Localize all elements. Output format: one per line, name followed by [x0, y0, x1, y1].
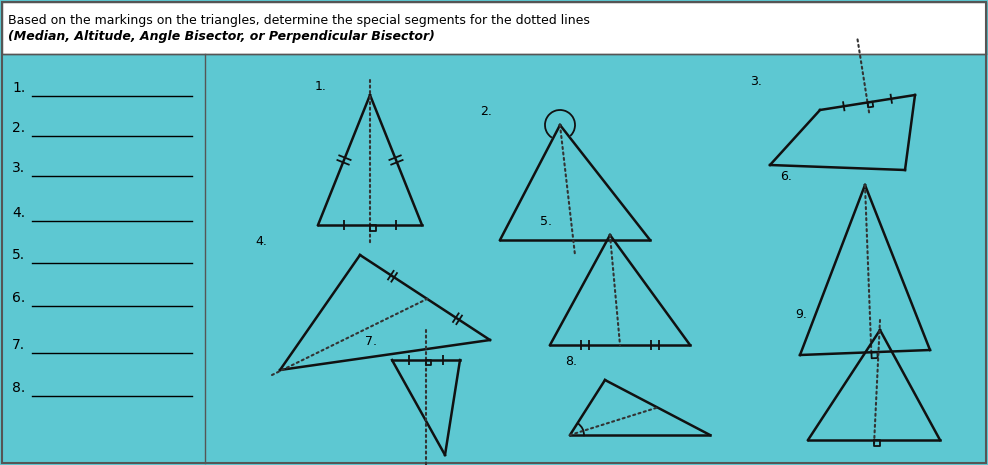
Text: 2.: 2.	[12, 121, 25, 135]
Text: 9.: 9.	[795, 308, 807, 321]
Text: 3.: 3.	[12, 161, 25, 175]
Text: 5.: 5.	[540, 215, 552, 228]
Text: 8.: 8.	[12, 381, 26, 395]
Text: 8.: 8.	[565, 355, 577, 368]
Text: 3.: 3.	[750, 75, 762, 88]
Text: 4.: 4.	[12, 206, 25, 220]
Text: 7.: 7.	[12, 338, 25, 352]
Text: 7.: 7.	[365, 335, 377, 348]
Text: 4.: 4.	[255, 235, 267, 248]
Text: 2.: 2.	[480, 105, 492, 118]
Text: 5.: 5.	[12, 248, 25, 262]
Text: (Median, Altitude, Angle Bisector, or Perpendicular Bisector): (Median, Altitude, Angle Bisector, or Pe…	[8, 30, 435, 43]
Text: 1.: 1.	[315, 80, 327, 93]
Bar	[2, 2, 986, 54]
Text: Based on the markings on the triangles, determine the special segments for the d: Based on the markings on the triangles, …	[8, 14, 590, 27]
Text: 6.: 6.	[12, 291, 26, 305]
Text: 6.: 6.	[780, 170, 791, 183]
Text: 1.: 1.	[12, 81, 26, 95]
